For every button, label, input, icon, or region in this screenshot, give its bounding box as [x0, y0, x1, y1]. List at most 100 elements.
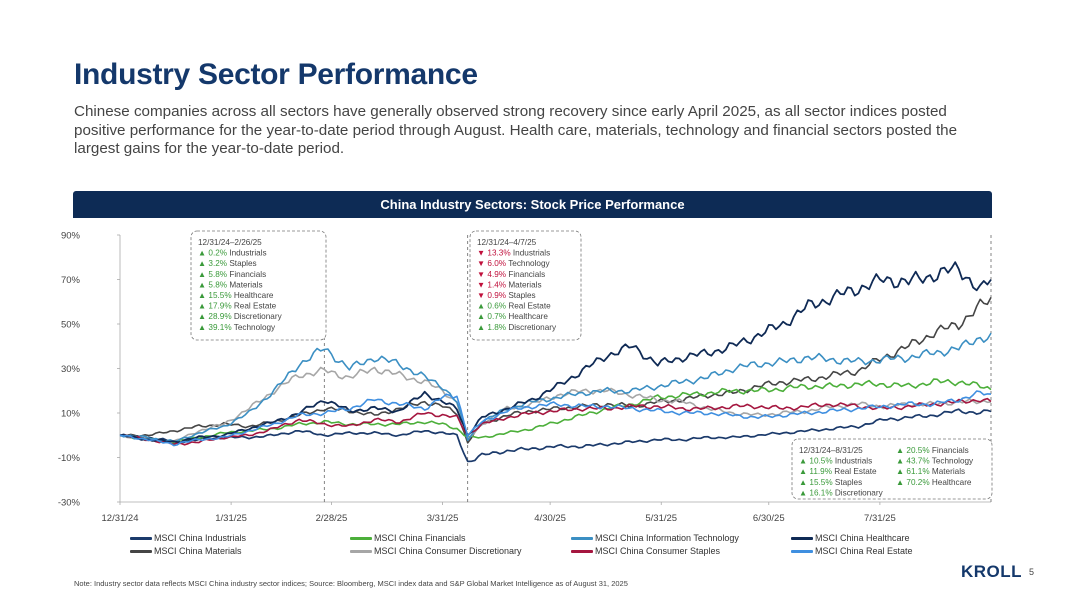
annotation-value: 39.1%: [208, 323, 233, 332]
up-arrow-icon: ▲: [198, 291, 208, 300]
annotation-item: ▲ 17.9% Real Estate: [198, 302, 277, 311]
series-line-msci-china-healthcare: [119, 261, 992, 444]
annotation-value: 10.5%: [809, 457, 835, 466]
annotation-sector: Discretionary: [234, 312, 283, 321]
annotation-item: ▲ 70.2% Healthcare: [896, 478, 972, 487]
annotation-sector: Real Estate: [234, 302, 277, 311]
legend-swatch: [791, 537, 813, 541]
x-tick-label: 2/28/25: [316, 513, 348, 524]
annotation-value: 0.2%: [208, 249, 229, 258]
legend-item: MSCI China Real Estate: [791, 546, 913, 556]
annotation-box: 12/31/24–2/26/25 ▲ 0.2% Industrials▲ 3.2%…: [190, 230, 327, 341]
legend-label: MSCI China Consumer Staples: [595, 546, 721, 556]
annotation-period: 12/31/24–4/7/25: [477, 238, 537, 247]
x-tick-label: 3/31/25: [427, 513, 459, 524]
annotation-sector: Materials: [229, 280, 262, 289]
annotation-sector: Industrials: [513, 249, 550, 258]
annotation-item: ▲ 15.5% Staples: [799, 478, 862, 487]
up-arrow-icon: ▲: [477, 312, 487, 321]
annotation-item: ▲ 3.2% Staples: [198, 259, 257, 268]
annotation-value: 17.9%: [208, 302, 234, 311]
annotation-item: ▼ 4.9% Financials: [477, 270, 545, 279]
annotation-sector: Real Estate: [834, 467, 877, 476]
annotation-value: 1.4%: [487, 280, 508, 289]
up-arrow-icon: ▲: [198, 249, 208, 258]
annotation-period: 12/31/24–2/26/25: [198, 238, 262, 247]
x-tick-label: 7/31/25: [864, 513, 896, 524]
annotation-value: 0.6%: [487, 302, 508, 311]
legend-item: MSCI China Materials: [130, 546, 242, 556]
series-line-msci-china-industrials: [119, 408, 992, 463]
annotation-sector: Discretionary: [835, 488, 884, 497]
legend-swatch: [791, 550, 813, 554]
y-tick-label: 90%: [61, 231, 81, 242]
up-arrow-icon: ▲: [799, 457, 809, 466]
annotation-sector: Healthcare: [234, 291, 274, 300]
y-tick-label: -30%: [58, 498, 81, 509]
legend-item: MSCI China Healthcare: [791, 533, 910, 543]
annotation-value: 4.9%: [487, 270, 508, 279]
annotation-sector: Real Estate: [508, 302, 551, 311]
up-arrow-icon: ▲: [198, 302, 208, 311]
annotation-sector: Industrials: [835, 457, 872, 466]
annotation-sector: Materials: [508, 280, 541, 289]
annotation-sector: Financials: [932, 446, 969, 455]
annotation-value: 16.1%: [809, 488, 835, 497]
annotation-sector: Staples: [229, 259, 256, 268]
annotation-value: 5.8%: [208, 280, 229, 289]
y-tick-label: -10%: [58, 453, 81, 464]
annotation-item: ▼ 13.3% Industrials: [477, 249, 550, 258]
legend-label: MSCI China Industrials: [154, 533, 247, 543]
down-arrow-icon: ▼: [477, 280, 487, 289]
annotation-item: ▲ 20.5% Financials: [896, 446, 969, 455]
legend-item: MSCI China Information Technology: [571, 533, 739, 543]
legend-swatch: [571, 537, 593, 541]
annotation-value: 6.0%: [487, 259, 508, 268]
up-arrow-icon: ▲: [799, 488, 809, 497]
x-tick-label: 1/31/25: [215, 513, 247, 524]
annotation-sector: Financials: [229, 270, 266, 279]
annotation-sector: Healthcare: [508, 312, 548, 321]
annotation-value: 0.7%: [487, 312, 508, 321]
annotation-item: ▲ 0.7% Healthcare: [477, 312, 548, 321]
annotation-item: ▼ 1.4% Materials: [477, 280, 542, 289]
annotation-sector: Technology: [234, 323, 276, 332]
annotation-sector: Discretionary: [508, 323, 557, 332]
annotation-item: ▲ 11.9% Real Estate: [799, 467, 877, 476]
legend-swatch: [571, 550, 593, 554]
annotation-sector: Industrials: [229, 249, 266, 258]
annotation-frame: [791, 438, 993, 500]
annotation-item: ▲ 5.8% Financials: [198, 270, 266, 279]
page-title: Industry Sector Performance: [74, 58, 478, 91]
annotation-sector: Technology: [932, 457, 974, 466]
series-line-msci-china-real-estate: [119, 390, 992, 447]
legend-label: MSCI China Information Technology: [595, 533, 739, 543]
y-tick-label: 10%: [61, 409, 81, 420]
annotation-item: ▲ 1.8% Discretionary: [477, 323, 557, 332]
annotation-item: ▼ 0.9% Staples: [477, 291, 536, 300]
x-tick-label: 5/31/25: [645, 513, 677, 524]
annotation-item: ▲ 5.8% Materials: [198, 280, 263, 289]
page-subtitle: Chinese companies across all sectors hav…: [74, 103, 958, 157]
annotation-item: ▲ 16.1% Discretionary: [799, 488, 884, 497]
up-arrow-icon: ▲: [198, 259, 208, 268]
up-arrow-icon: ▲: [799, 478, 809, 487]
legend-label: MSCI China Consumer Discretionary: [374, 546, 522, 556]
x-tick-label: 12/31/24: [102, 513, 139, 524]
y-tick-label: 30%: [61, 364, 81, 375]
annotation-item: ▲ 10.5% Industrials: [799, 457, 872, 466]
annotation-frame: [469, 230, 582, 341]
y-tick-label: 70%: [61, 275, 81, 286]
annotation-value: 20.5%: [906, 446, 932, 455]
annotation-item: ▲ 43.7% Technology: [896, 457, 974, 466]
annotation-item: ▲ 0.6% Real Estate: [477, 302, 551, 311]
up-arrow-icon: ▲: [896, 446, 906, 455]
legend-item: MSCI China Industrials: [130, 533, 246, 543]
annotation-value: 28.9%: [208, 312, 234, 321]
annotation-frame: [190, 230, 327, 341]
legend-label: MSCI China Materials: [154, 546, 242, 556]
up-arrow-icon: ▲: [477, 323, 487, 332]
annotation-item: ▲ 39.1% Technology: [198, 323, 276, 332]
annotation-value: 61.1%: [906, 467, 932, 476]
x-tick-label: 6/30/25: [753, 513, 785, 524]
